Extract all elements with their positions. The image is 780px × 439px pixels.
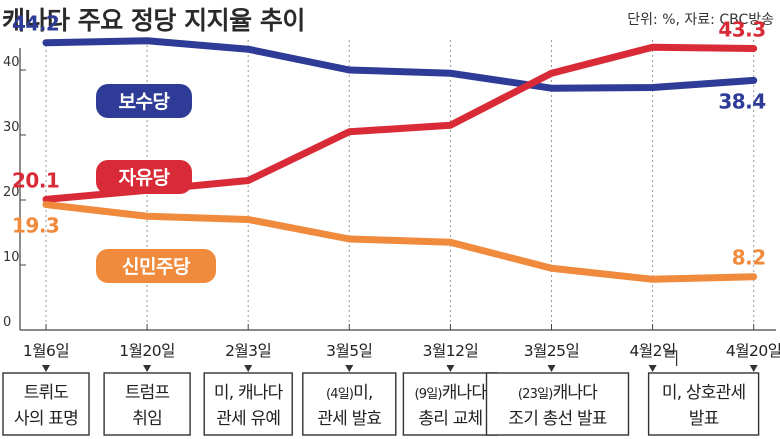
start-value-label: 44.2 [12,12,59,36]
event-text-line-2: 발표 [689,409,719,429]
data-point [447,239,453,245]
down-arrow-icon [446,365,455,372]
data-point [447,70,453,76]
legend-label: 신민주당 [122,256,191,278]
event-text-line-1: 트럼프 [125,383,170,403]
data-point [751,77,757,83]
event-box [103,372,191,436]
y-tick-label: 10 [3,250,20,265]
data-point [751,274,757,280]
data-point [650,44,656,50]
x-tick-label: 3월25일 [524,342,580,360]
event-text-line-2: 사의 표명 [14,409,78,429]
event-text-line-2: 관세 유예 [216,409,280,429]
event-box [402,372,499,436]
event-text-line-1: (9일)캐나다 [415,383,488,403]
chart-title: 캐나다 주요 정당 지지율 추이 [2,6,305,35]
data-point [43,196,49,202]
data-point [245,217,251,222]
x-tick-label: 4월2일 [629,342,675,360]
event-box [302,372,397,436]
data-point [447,122,453,128]
event-text-line-1: 트뤼도 [24,383,69,403]
event-main-text: 미, 캐나다 [214,383,284,403]
x-tick-label: 4월20일 [726,342,780,360]
data-point [650,85,656,91]
event-main-text: 캐나다 [553,383,599,403]
data-point [144,213,150,219]
series-line-2 [42,201,758,283]
down-arrow-icon [244,365,253,372]
down-arrow-icon [143,365,152,372]
event-box [485,372,630,436]
down-arrow-icon [42,365,50,372]
connector-line [664,350,678,366]
end-value-label: 43.3 [718,18,765,42]
down-arrow-icon [547,365,556,372]
event-main-text: 캐나다 [442,383,488,403]
data-point [245,46,251,52]
legend-label: 보수당 [119,91,171,113]
x-tick-label: 1월6일 [23,342,69,360]
event-text-line-2: 조기 총선 발표 [508,409,606,429]
data-point [549,265,554,271]
y-tick-label: 20 [3,185,20,200]
down-arrow-icon [345,365,354,372]
event-text-line-1: 미, 캐나다 [214,383,284,403]
x-tick-label: 1월20일 [119,342,175,360]
event-main-text: 미, 상호관세 [662,383,745,403]
x-tick-label: 2월3일 [225,342,271,360]
event-text-line-2: 관세 발효 [317,409,381,429]
data-point [346,129,352,135]
event-text-line-1: (4일)미, [326,383,373,403]
data-point [346,236,352,242]
end-value-label: 38.4 [718,89,765,113]
data-point [43,202,49,208]
legend-label: 자유당 [119,167,171,189]
data-point [549,70,554,76]
series-line-0 [42,37,758,92]
data-point [650,276,656,282]
down-arrow-icon [749,365,758,372]
event-main-text: 미, [353,383,372,403]
x-tick-label: 3월12일 [423,342,479,360]
data-point [346,67,352,73]
y-tick-label: 0 [3,315,11,330]
y-tick-label: 30 [3,120,20,135]
down-arrow-icon [648,365,657,372]
event-text-line-1: 미, 상호관세 [662,383,745,403]
x-tick-label: 3월5일 [326,342,372,360]
legend-box [96,160,192,194]
event-date-note: (4일) [326,387,353,402]
y-tick-label: 40 [3,55,20,70]
event-text-line-2: 총리 교체 [418,409,482,429]
data-point [751,46,757,52]
data-point [43,40,49,46]
start-value-label: 20.1 [12,168,59,192]
event-box [203,372,293,436]
data-point [144,38,150,44]
event-date-note: (23일) [518,387,553,402]
event-text-line-2: 취임 [132,409,162,429]
event-main-text: 트뤼도 [24,383,69,403]
event-main-text: 트럼프 [125,383,170,403]
event-date-note: (9일) [415,387,442,402]
legend-box [96,84,192,118]
event-text-line-1: (23일)캐나다 [518,383,598,403]
data-point [245,178,251,183]
chart-source: 단위: %, 자료: CBC방송 [627,12,774,28]
event-box [647,372,760,436]
start-value-label: 19.3 [12,214,59,238]
event-box [2,372,90,436]
end-value-label: 8.2 [732,246,766,270]
data-point [549,85,554,91]
legend-box [96,249,216,283]
